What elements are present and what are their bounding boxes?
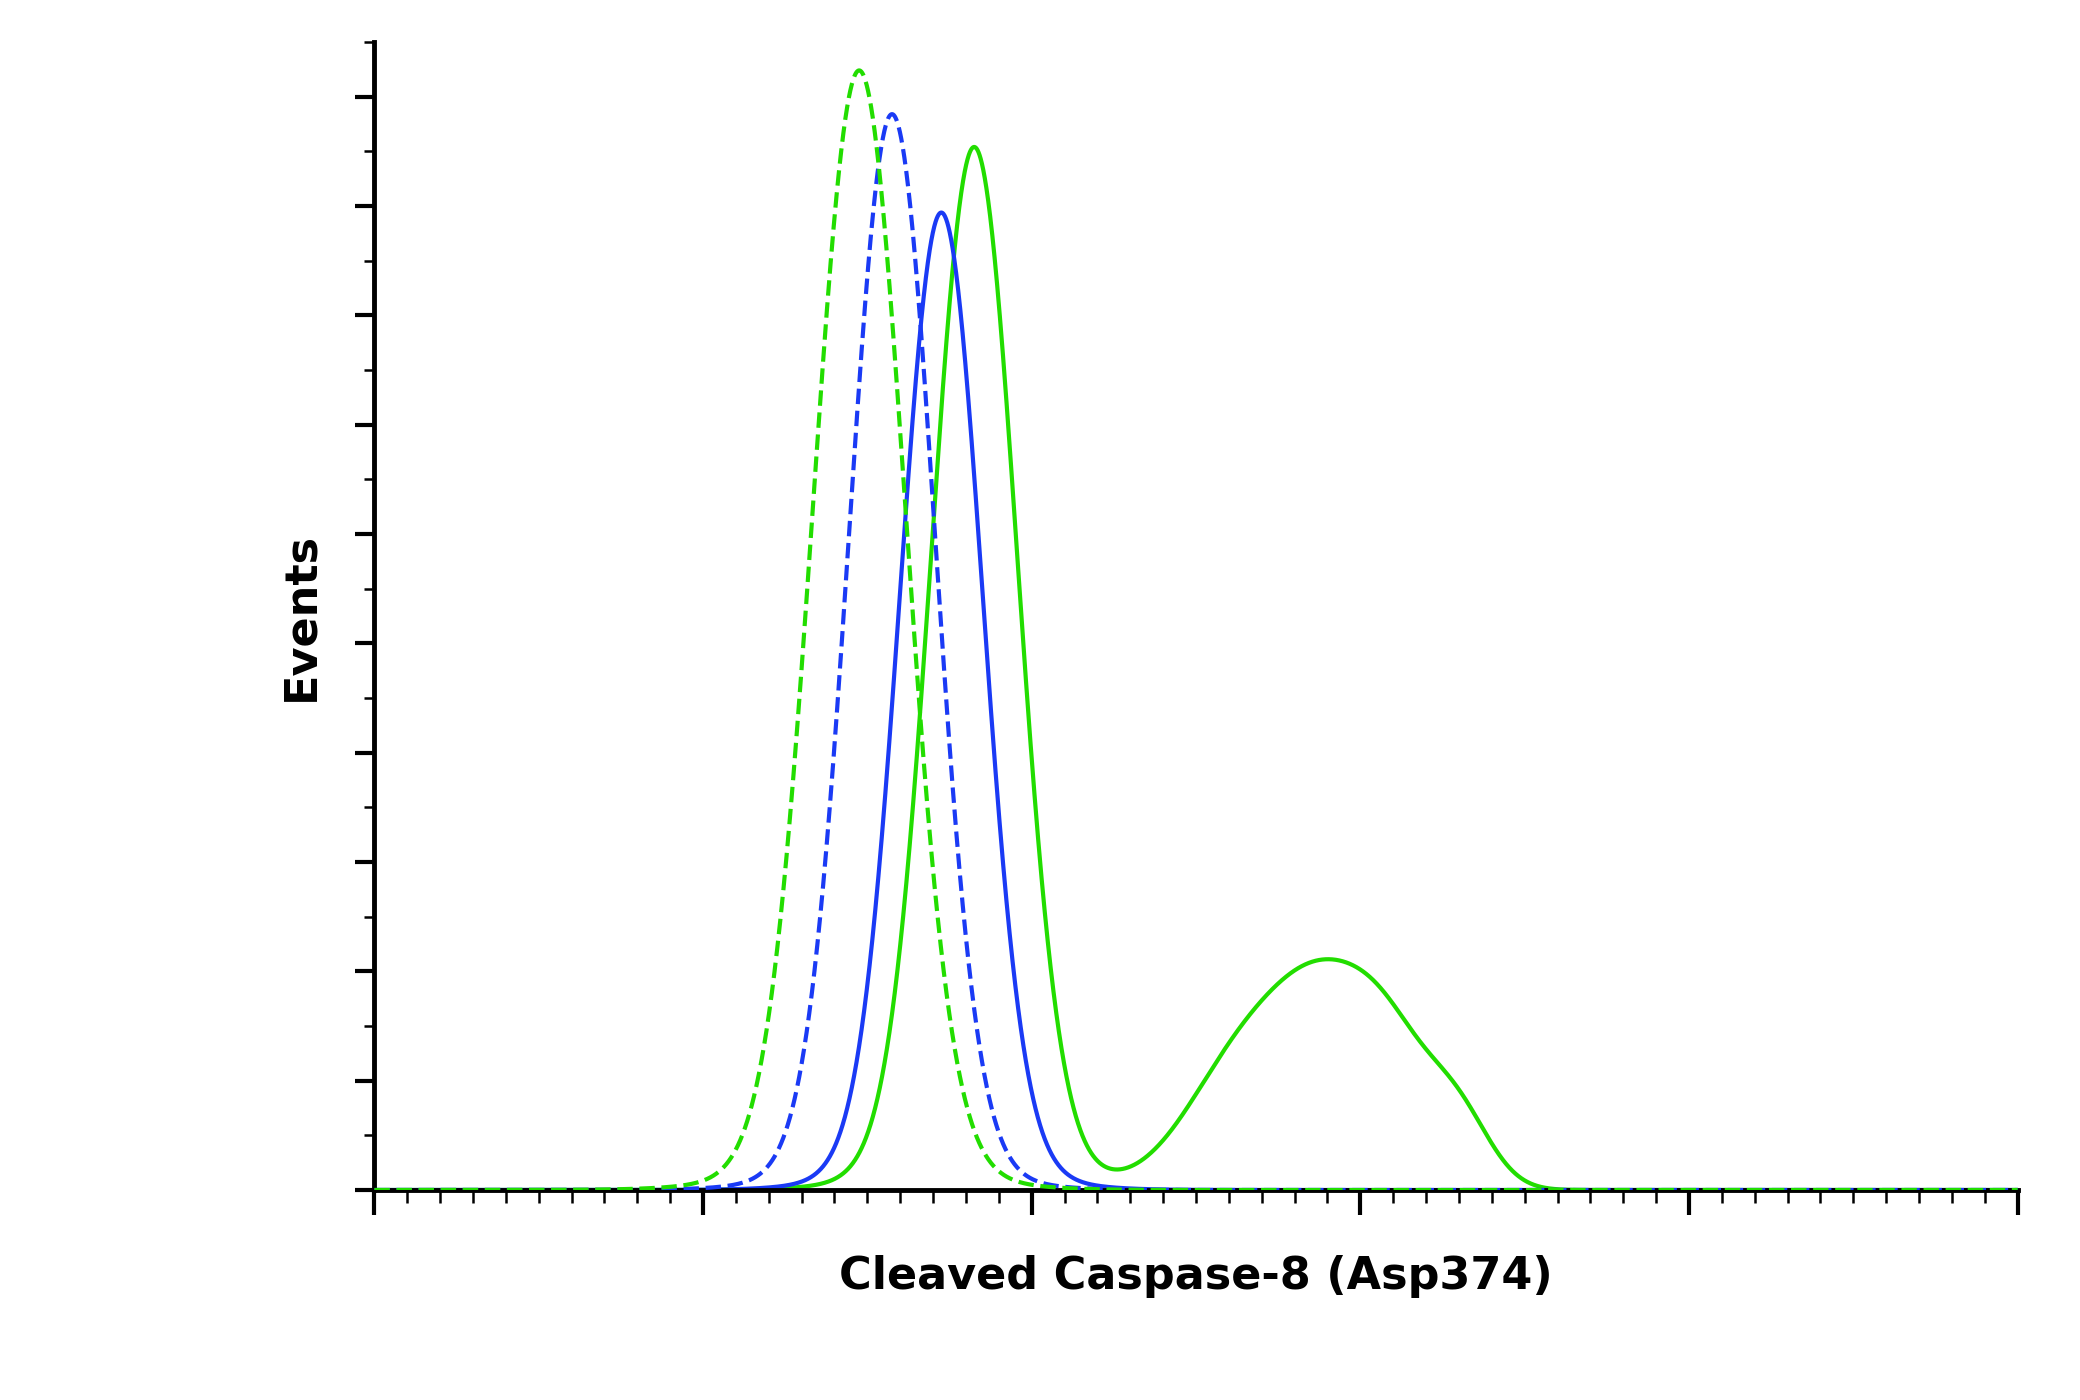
X-axis label: Cleaved Caspase-8 (Asp374): Cleaved Caspase-8 (Asp374) — [838, 1254, 1554, 1298]
Y-axis label: Events: Events — [279, 532, 322, 700]
